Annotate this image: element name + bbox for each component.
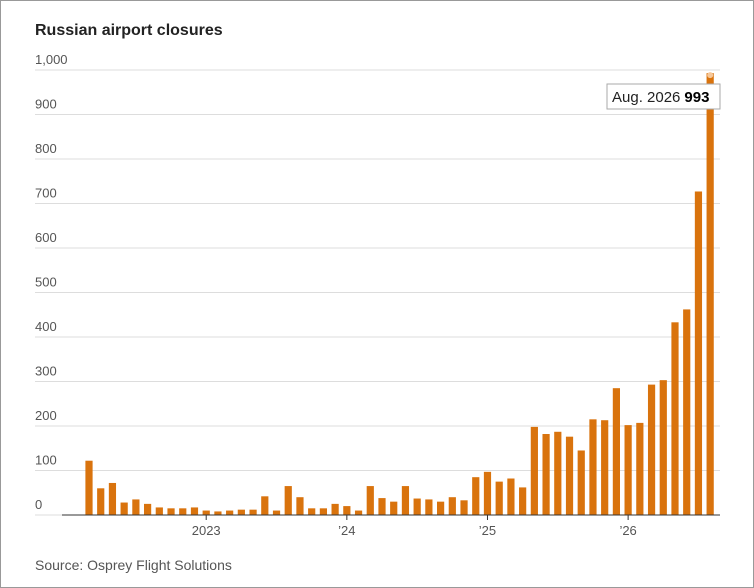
bar xyxy=(390,501,398,515)
bar xyxy=(671,322,679,515)
bar xyxy=(519,487,527,515)
bar xyxy=(483,471,492,515)
chart-title: Russian airport closures xyxy=(35,22,223,39)
bar xyxy=(706,73,714,516)
bar xyxy=(202,510,210,515)
tooltip-box xyxy=(606,83,721,110)
bar xyxy=(343,506,351,515)
bar xyxy=(120,502,128,515)
bar xyxy=(413,498,421,515)
bar xyxy=(425,499,433,515)
y-tick-label: 200 xyxy=(35,408,57,423)
bar xyxy=(507,478,515,515)
bar xyxy=(108,482,117,515)
y-tick-label: 800 xyxy=(35,141,57,156)
bar xyxy=(331,503,339,515)
bar xyxy=(272,510,281,515)
bar xyxy=(624,425,632,515)
bar xyxy=(308,508,316,515)
tooltip-value: 993 xyxy=(684,89,709,106)
bar xyxy=(190,507,199,515)
bar xyxy=(694,191,703,516)
bar xyxy=(683,309,691,515)
bar xyxy=(401,486,410,515)
bar xyxy=(144,503,152,515)
bar xyxy=(214,511,222,515)
bar xyxy=(495,481,503,515)
bar xyxy=(226,510,234,515)
bar xyxy=(612,388,620,515)
bar xyxy=(437,501,445,515)
x-tick-label: 2023 xyxy=(192,523,221,538)
y-tick-label: 0 xyxy=(35,497,42,512)
tooltip-date: Aug. 2026 xyxy=(612,89,680,106)
bar xyxy=(577,450,585,515)
bar xyxy=(647,384,656,515)
bar xyxy=(542,434,550,515)
bar xyxy=(378,498,386,515)
bar xyxy=(296,497,304,515)
bar xyxy=(155,507,163,515)
bar xyxy=(565,436,574,515)
y-tick-label: 600 xyxy=(35,230,57,245)
y-tick-label: 500 xyxy=(35,275,57,290)
y-tick-label: 900 xyxy=(35,97,57,112)
x-tick-label: ’25 xyxy=(479,523,496,538)
bar xyxy=(554,431,562,515)
bar xyxy=(659,380,667,515)
y-tick-label: 1,000 xyxy=(35,52,68,67)
bar xyxy=(179,508,187,515)
y-tick-label: 400 xyxy=(35,319,57,334)
bar xyxy=(284,486,292,515)
source: Source: Osprey Flight Solutions xyxy=(35,557,232,573)
bar xyxy=(636,422,644,515)
bar xyxy=(249,509,257,515)
bar xyxy=(530,426,538,515)
tooltip-text: Aug. 2026 993 xyxy=(612,89,709,106)
x-tick-label: ’26 xyxy=(619,523,636,538)
x-tick-label: ’24 xyxy=(338,523,355,538)
y-tick-label: 300 xyxy=(35,364,57,379)
bar xyxy=(319,508,327,515)
bar xyxy=(472,477,480,515)
bar xyxy=(589,419,597,515)
bar xyxy=(261,496,269,515)
bar xyxy=(448,497,456,515)
bar xyxy=(601,420,609,515)
bar xyxy=(460,500,468,515)
bar xyxy=(237,509,245,515)
bar xyxy=(85,460,93,515)
y-tick-label: 700 xyxy=(35,186,57,201)
bar xyxy=(132,499,140,515)
bar xyxy=(354,510,363,515)
bar xyxy=(97,488,105,515)
highlight-dot xyxy=(707,72,714,79)
bar xyxy=(167,508,175,515)
bar xyxy=(366,486,374,515)
y-tick-label: 100 xyxy=(35,453,57,468)
